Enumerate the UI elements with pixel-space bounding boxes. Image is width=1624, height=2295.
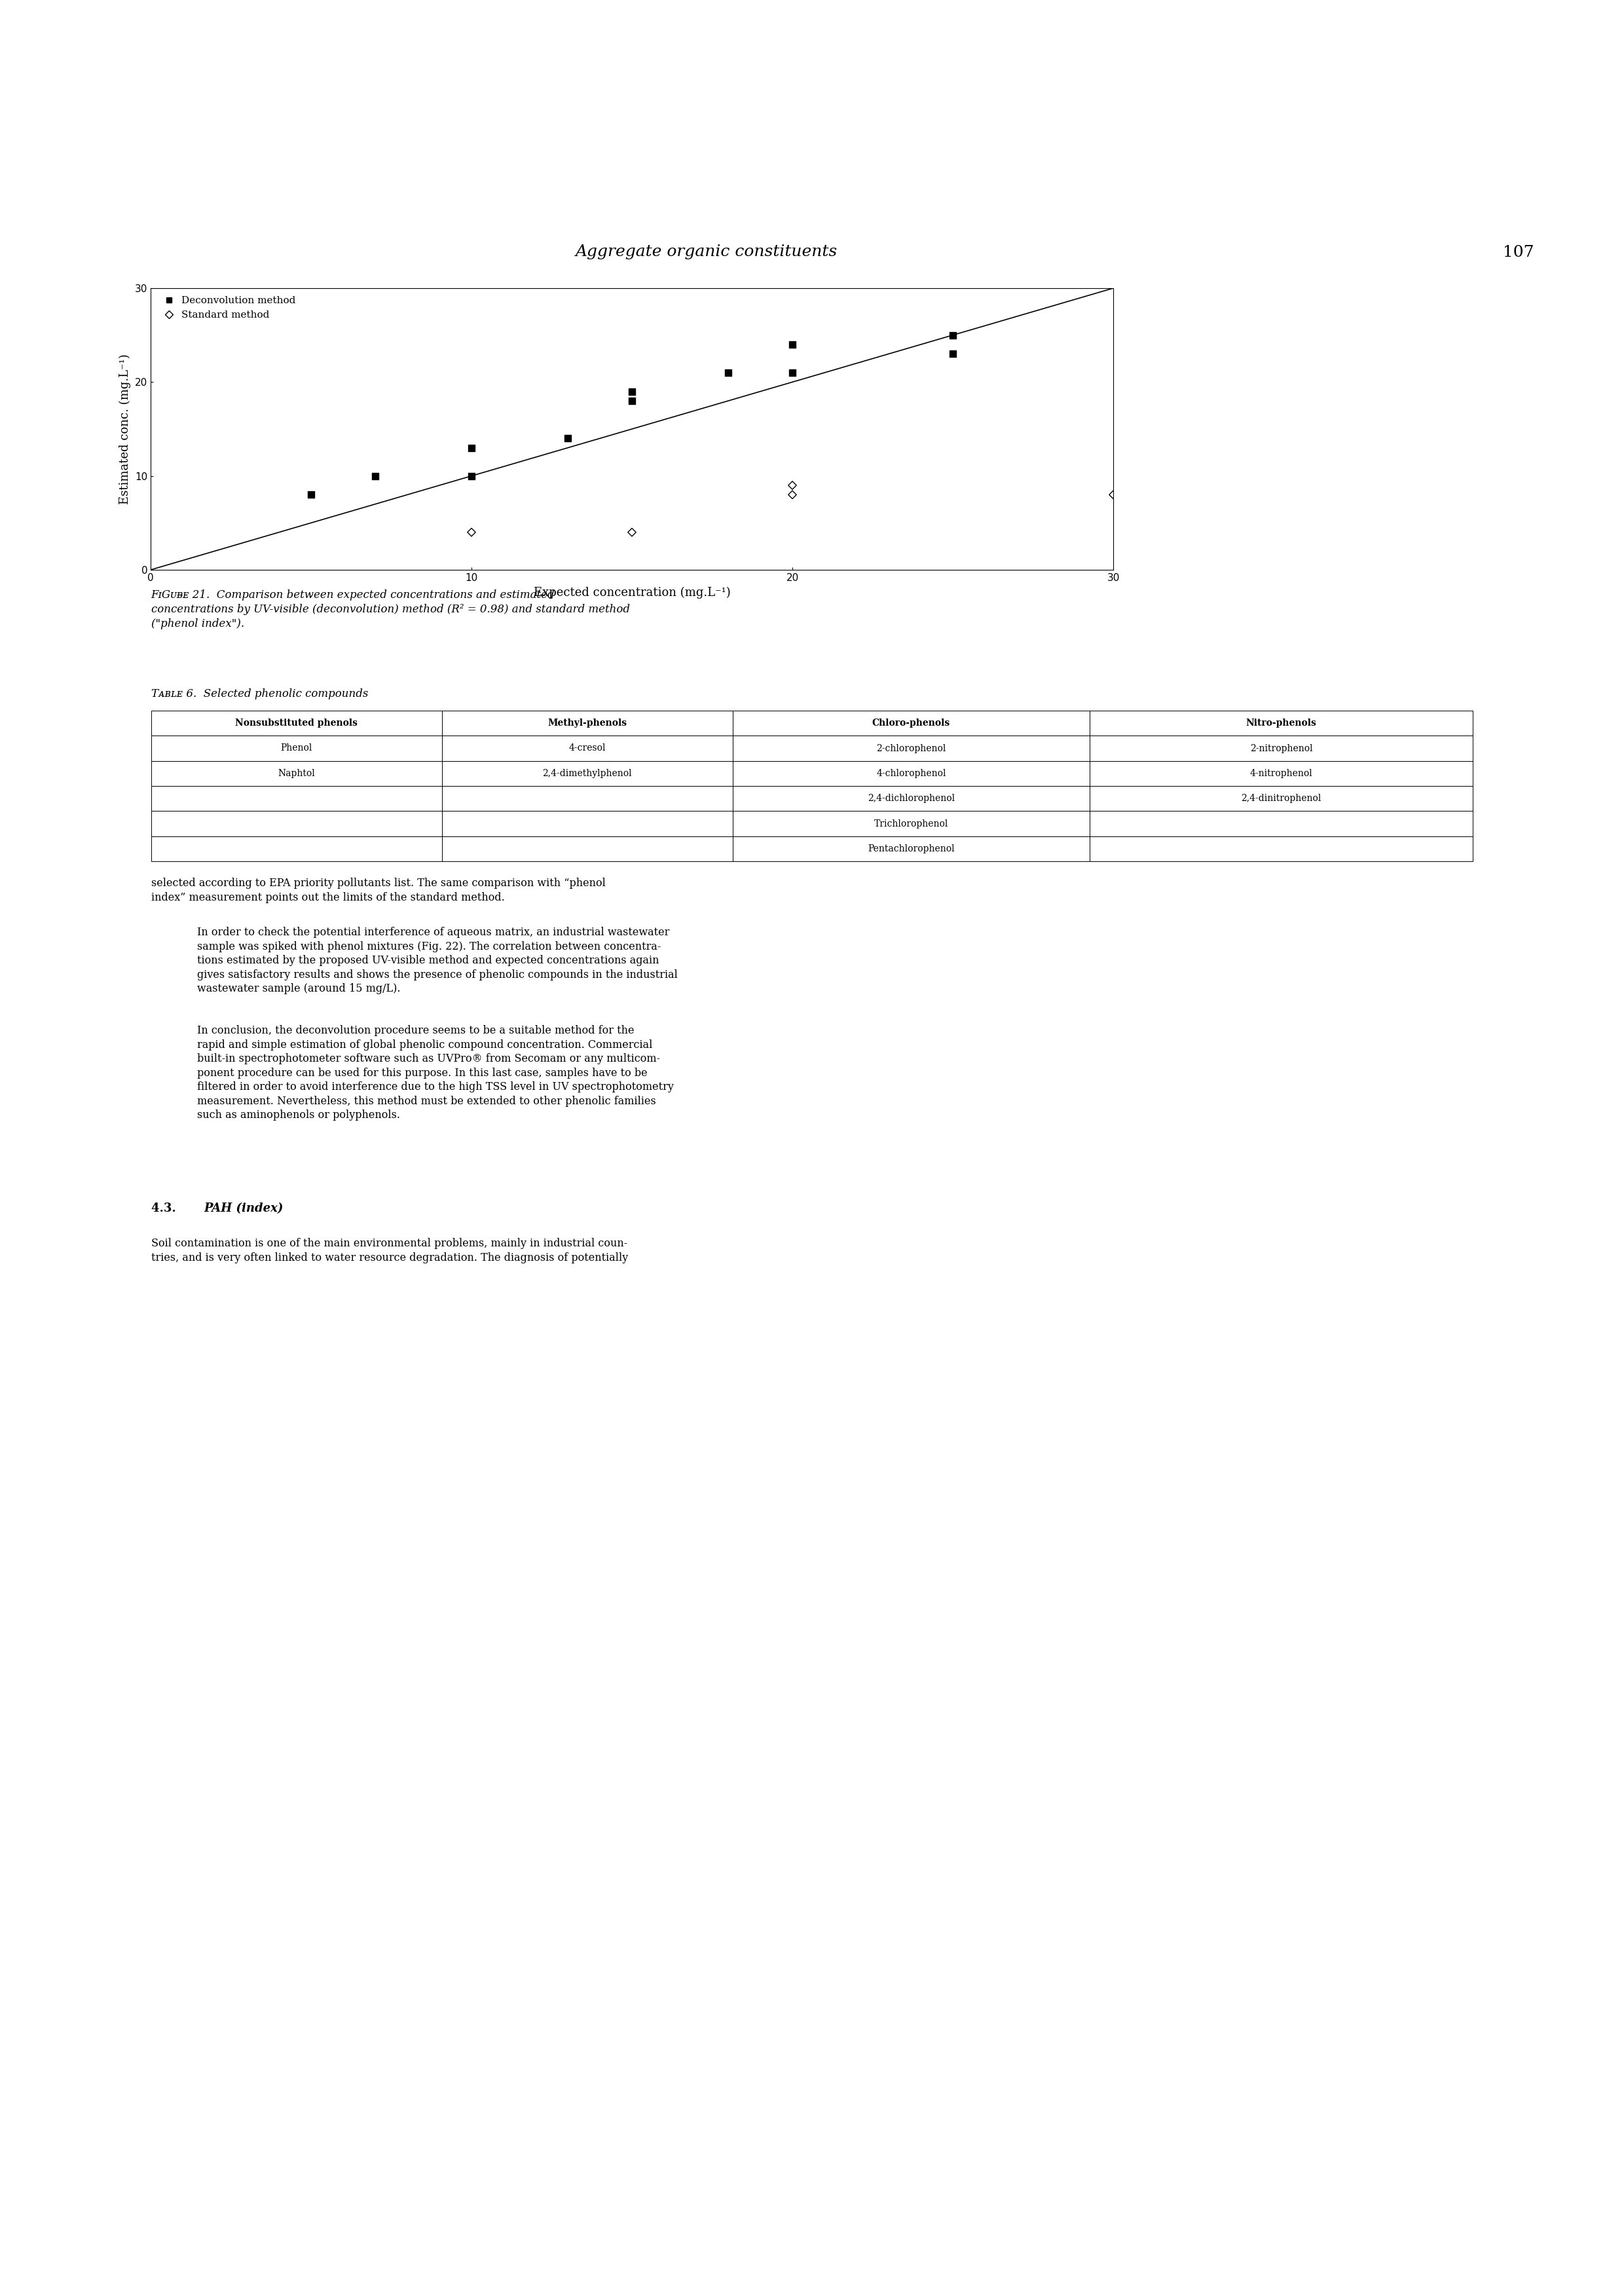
Text: 4-chlorophenol: 4-chlorophenol [877,769,947,778]
Point [940,317,966,353]
Y-axis label: Estimated conc. (mg.L⁻¹): Estimated conc. (mg.L⁻¹) [119,353,132,505]
Point [619,374,645,411]
Bar [732,835,1090,861]
Text: 2-chlorophenol: 2-chlorophenol [877,744,945,753]
Text: In conclusion, the deconvolution procedure seems to be a suitable method for the: In conclusion, the deconvolution procedu… [197,1026,674,1120]
Bar [442,810,732,835]
Text: Aggregate organic constituents: Aggregate organic constituents [575,246,838,259]
Bar [1090,785,1473,810]
Bar [442,785,732,810]
Text: Tᴀʙʟᴇ 6.  Selected phenolic compounds: Tᴀʙʟᴇ 6. Selected phenolic compounds [151,689,369,700]
Text: In order to check the potential interference of aqueous matrix, an industrial wa: In order to check the potential interfer… [197,927,677,994]
Text: selected according to EPA priority pollutants list. The same comparison with “ph: selected according to EPA priority pollu… [151,877,606,902]
Point [458,429,484,466]
Text: Chloro-phenols: Chloro-phenols [872,718,950,728]
Bar [732,785,1090,810]
Bar [732,711,1090,737]
Point [619,514,645,551]
X-axis label: Expected concentration (mg.L⁻¹): Expected concentration (mg.L⁻¹) [533,588,731,599]
Text: Nonsubstituted phenols: Nonsubstituted phenols [235,718,357,728]
Bar [732,810,1090,835]
Text: 2,4-dimethylphenol: 2,4-dimethylphenol [542,769,632,778]
Text: Phenol: Phenol [281,744,312,753]
Point [555,420,581,457]
Text: Naphtol: Naphtol [278,769,315,778]
Text: Pentachlorophenol: Pentachlorophenol [867,845,955,854]
Legend: Deconvolution method, Standard method: Deconvolution method, Standard method [156,294,299,324]
Text: 4-cresol: 4-cresol [568,744,606,753]
Point [458,514,484,551]
Bar [151,711,442,737]
Bar [442,762,732,785]
Bar [1090,762,1473,785]
Text: Soil contamination is one of the main environmental problems, mainly in industri: Soil contamination is one of the main en… [151,1237,628,1262]
Bar [151,762,442,785]
Point [1099,477,1125,514]
Point [780,466,806,503]
Text: Nitro-phenols: Nitro-phenols [1246,718,1317,728]
Bar [442,835,732,861]
Bar [1090,810,1473,835]
Text: 2-nitrophenol: 2-nitrophenol [1250,744,1312,753]
Point [619,383,645,420]
Bar [151,810,442,835]
Point [362,457,388,493]
Point [940,335,966,372]
Text: 4.3.: 4.3. [151,1203,188,1214]
Point [780,477,806,514]
Bar [732,762,1090,785]
Text: 4-nitrophenol: 4-nitrophenol [1250,769,1312,778]
Text: 107: 107 [1502,246,1535,259]
Point [780,326,806,363]
Point [715,353,741,390]
Bar [151,737,442,762]
Bar [442,737,732,762]
Bar [442,711,732,737]
Bar [1090,835,1473,861]
Bar [1090,737,1473,762]
Bar [1090,711,1473,737]
Bar [151,835,442,861]
Bar [151,785,442,810]
Text: 2,4-dichlorophenol: 2,4-dichlorophenol [867,794,955,803]
Text: Methyl-phenols: Methyl-phenols [547,718,627,728]
Point [299,477,325,514]
Text: 2,4-dinitrophenol: 2,4-dinitrophenol [1241,794,1322,803]
Text: FɪGᴜᴃᴇ 21.  Comparison between expected concentrations and estimated
concentrati: FɪGᴜᴃᴇ 21. Comparison between expected c… [151,590,630,629]
Point [780,353,806,390]
Text: PAH (index): PAH (index) [205,1203,284,1214]
Point [458,457,484,493]
Bar [732,737,1090,762]
Text: Trichlorophenol: Trichlorophenol [874,819,948,828]
